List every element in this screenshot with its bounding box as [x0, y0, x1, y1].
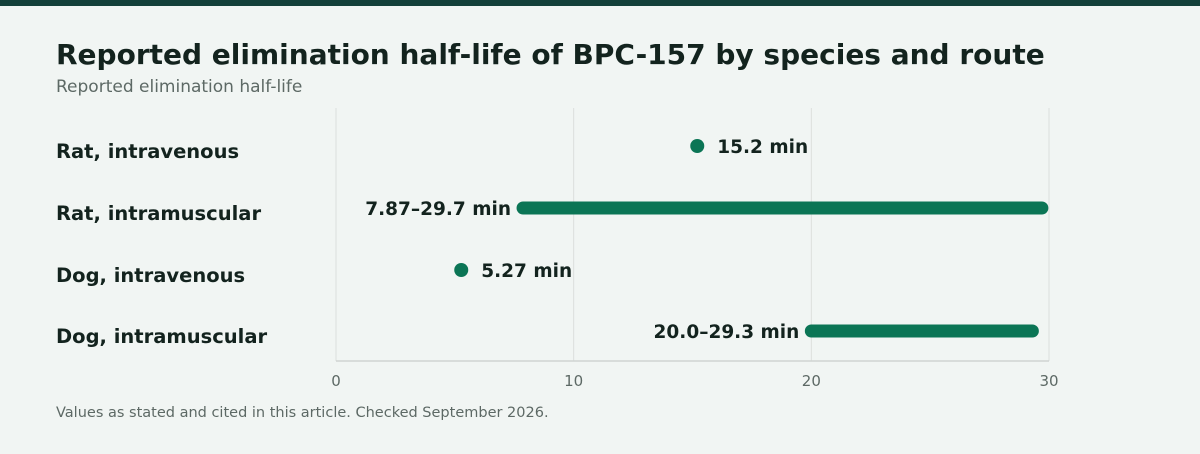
footnote: Values as stated and cited in this artic…	[56, 405, 549, 421]
point-marker	[690, 139, 705, 153]
chart-title: Reported elimination half-life of BPC-15…	[56, 38, 1045, 71]
chart-subtitle: Reported elimination half-life	[56, 77, 303, 97]
row-label: Dog, intravenous	[56, 264, 245, 287]
row-label: Rat, intramuscular	[56, 202, 261, 225]
x-tick-label: 30	[1039, 372, 1058, 390]
value-label: 5.27 min	[481, 261, 572, 282]
top-accent-bar	[0, 0, 1200, 6]
x-tick-label: 0	[331, 372, 341, 390]
x-tick-label: 20	[802, 372, 821, 390]
row-label: Dog, intramuscular	[56, 325, 267, 348]
value-label: 20.0–29.3 min	[654, 322, 800, 343]
value-label: 15.2 min	[717, 137, 808, 158]
point-marker	[454, 263, 469, 277]
x-tick-label: 10	[564, 372, 583, 390]
row-label: Rat, intravenous	[56, 140, 239, 163]
value-label: 7.87–29.7 min	[365, 199, 511, 220]
